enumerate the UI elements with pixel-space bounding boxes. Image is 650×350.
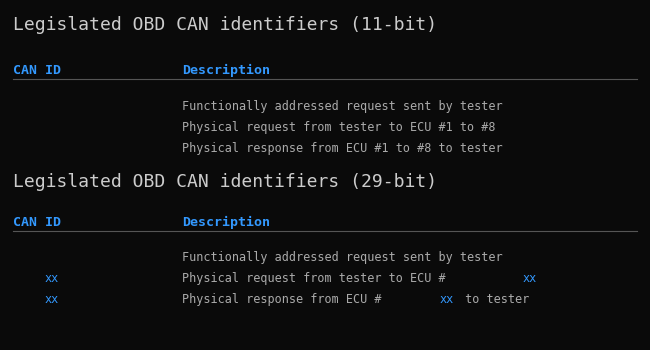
Text: Legislated OBD CAN identifiers (11-bit): Legislated OBD CAN identifiers (11-bit) — [13, 15, 437, 34]
Text: CAN ID: CAN ID — [13, 63, 61, 77]
Text: Functionally addressed request sent by tester: Functionally addressed request sent by t… — [182, 251, 502, 264]
Text: xx: xx — [439, 293, 454, 306]
Text: xx: xx — [522, 272, 536, 285]
Text: Legislated OBD CAN identifiers (29-bit): Legislated OBD CAN identifiers (29-bit) — [13, 173, 437, 191]
Text: Description: Description — [182, 216, 270, 229]
Text: xx: xx — [45, 272, 59, 285]
Text: Description: Description — [182, 63, 270, 77]
Text: CAN ID: CAN ID — [13, 216, 61, 229]
Text: Physical request from tester to ECU #: Physical request from tester to ECU # — [182, 272, 446, 285]
Text: xx: xx — [45, 293, 59, 306]
Text: to tester: to tester — [458, 293, 529, 306]
Text: Physical response from ECU #1 to #8 to tester: Physical response from ECU #1 to #8 to t… — [182, 142, 502, 155]
Text: Functionally addressed request sent by tester: Functionally addressed request sent by t… — [182, 100, 502, 113]
Text: Physical response from ECU #: Physical response from ECU # — [182, 293, 382, 306]
Text: Physical request from tester to ECU #1 to #8: Physical request from tester to ECU #1 t… — [182, 121, 495, 134]
